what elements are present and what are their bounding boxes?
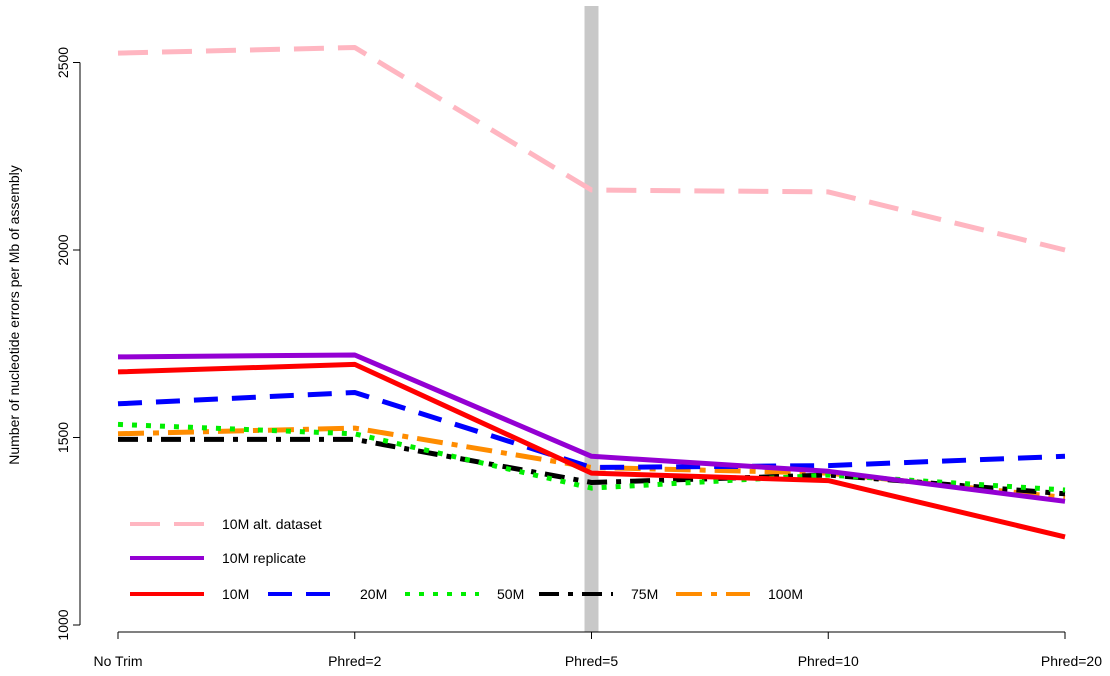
x-tick-label: Phred=10 (798, 653, 859, 669)
legend-label-10m: 10M (222, 586, 249, 602)
series-line-50m (117, 421, 1066, 493)
y-tick-label: 1500 (55, 422, 71, 453)
y-axis-title: Number of nucleotide errors per Mb of as… (6, 165, 22, 465)
x-tick-label: Phred=5 (565, 653, 619, 669)
series-line-20m (117, 390, 1066, 470)
legend-label-20m: 20M (360, 586, 387, 602)
y-tick-label: 2000 (55, 234, 71, 265)
series-layer (117, 45, 1066, 540)
legend-label-100m: 100M (768, 586, 803, 602)
series-line-10m-alt-dataset (117, 45, 1066, 253)
x-tick-label: Phred=20 (1041, 653, 1102, 669)
series-line-10m (117, 361, 1066, 540)
y-tick-label: 2500 (55, 47, 71, 78)
legend-label-10m-alt-dataset: 10M alt. dataset (222, 516, 322, 532)
highlight-band (584, 6, 599, 632)
series-line-10m-replicate (117, 352, 1066, 504)
highlight-layer (584, 6, 599, 632)
legend-label-10m-replicate: 10M replicate (222, 550, 306, 566)
y-tick-label: 1000 (55, 609, 71, 640)
legend-label-75m: 75M (631, 586, 658, 602)
legend-label-50m: 50M (497, 586, 524, 602)
legend: 10M alt. dataset 10M replicate 10M 20M 50M 75… (130, 516, 803, 602)
axis-layer: 1000 1500 2000 2500 No Trim Phred=2 Phred=5 Phr… (55, 47, 1102, 669)
x-tick-label: Phred=2 (328, 653, 382, 669)
x-tick-label: No Trim (94, 653, 143, 669)
